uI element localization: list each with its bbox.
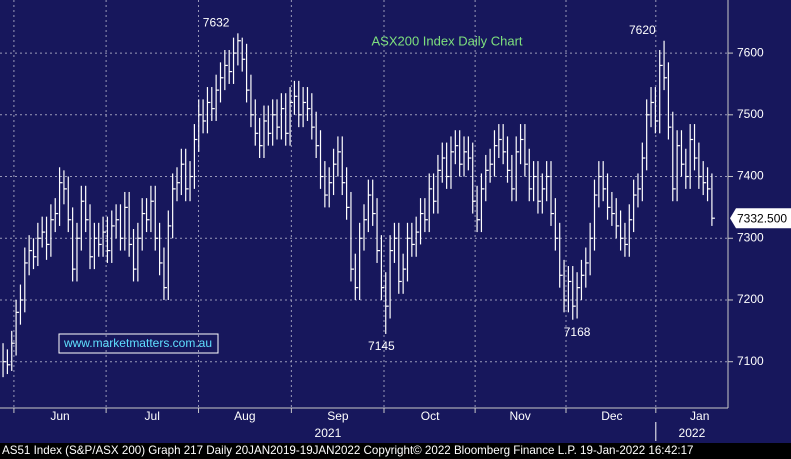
y-tick-label: 7600 — [737, 45, 764, 59]
y-tick-label: 7200 — [737, 292, 764, 306]
year-label: 2022 — [679, 426, 706, 440]
y-tick-label: 7100 — [737, 354, 764, 368]
annotation: 7168 — [564, 325, 591, 339]
y-tick-label: 7300 — [737, 230, 764, 244]
annotation: 7145 — [368, 339, 395, 353]
y-tick-label: 7400 — [737, 169, 764, 183]
year-label: 2021 — [315, 426, 342, 440]
last-value-label: 7332.500 — [737, 211, 787, 225]
footer-bar — [0, 443, 791, 459]
x-tick-label: Sep — [327, 409, 349, 423]
x-tick-label: Dec — [601, 409, 622, 423]
marks — [2, 33, 715, 378]
y-tick-label: 7500 — [737, 107, 764, 121]
chart-title: ASX200 Index Daily Chart — [371, 33, 522, 48]
footer: AS51 Index (S&P/ASX 200) Graph 217 Daily… — [2, 444, 694, 457]
x-tick-label: Jan — [690, 409, 709, 423]
x-tick-label: Jun — [50, 409, 69, 423]
background — [0, 0, 791, 443]
annotation: 7632 — [203, 16, 230, 30]
watermark-box — [58, 333, 219, 354]
x-tick-label: Oct — [421, 409, 440, 423]
x-tick-label: Jul — [145, 409, 160, 423]
last-value-box — [730, 208, 791, 229]
x-tick-label: Nov — [509, 409, 530, 423]
x-tick-label: Aug — [234, 409, 255, 423]
annotation: 7620 — [629, 23, 656, 37]
watermark: www.marketmatters.com.au — [63, 336, 212, 350]
